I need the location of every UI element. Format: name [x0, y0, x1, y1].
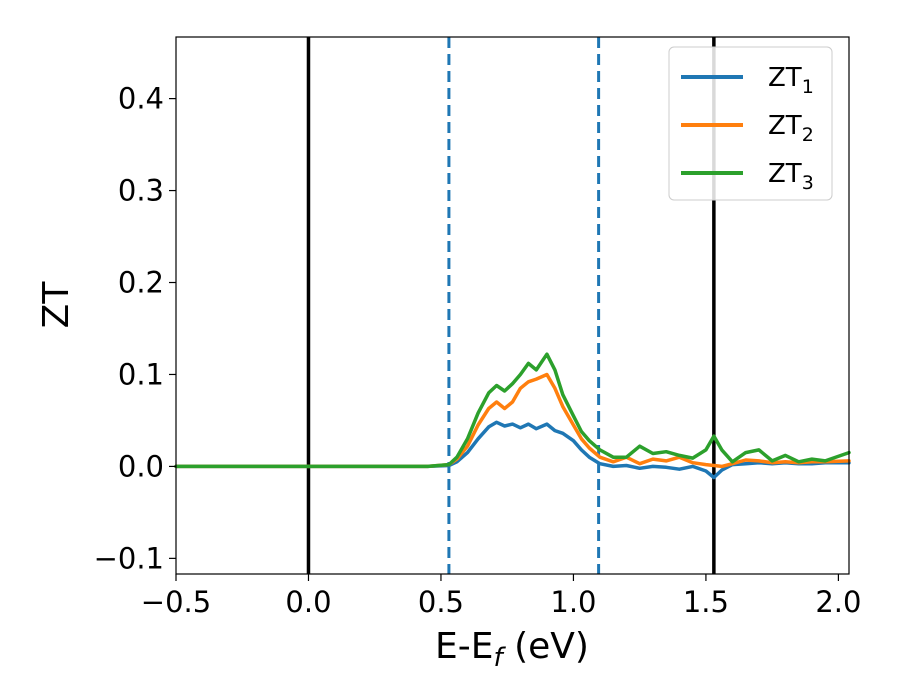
- reference-lines: [306, 37, 716, 574]
- y-tick-label: 0.3: [118, 174, 164, 208]
- y-tick-label: 0.1: [118, 357, 164, 391]
- series-line-zt1: [174, 420, 851, 480]
- y-tick-label: −0.1: [94, 541, 164, 575]
- y-tick-label: 0.4: [118, 82, 164, 116]
- y-tick-label: 0.2: [118, 266, 164, 300]
- x-tick-label: 0.5: [418, 585, 464, 619]
- x-axis-label: E-Ef (eV): [435, 626, 589, 673]
- y-axis-label: ZT: [36, 281, 77, 329]
- series-line-zt2: [174, 372, 851, 469]
- x-axis: −0.5 0.0 0.5 1.0 1.5 2.0: [141, 574, 861, 619]
- x-tick-label: 0.0: [285, 585, 331, 619]
- series-layer: [174, 352, 851, 480]
- x-tick-label: 2.0: [815, 585, 861, 619]
- x-tick-label: 1.0: [550, 585, 596, 619]
- legend-box: [668, 46, 833, 201]
- legend-label-zt3: ZT3: [768, 159, 814, 194]
- series-line-zt3: [174, 352, 851, 469]
- y-tick-label: 0.0: [118, 449, 164, 483]
- x-tick-label: −0.5: [141, 585, 211, 619]
- x-tick-label: 1.5: [683, 585, 729, 619]
- plot-frame: [175, 36, 850, 575]
- legend-label-zt2: ZT2: [768, 111, 814, 146]
- legend-label-zt1: ZT1: [768, 63, 814, 98]
- legend: ZT1 ZT2 ZT3: [668, 46, 833, 201]
- y-axis: −0.1 0.0 0.1 0.2 0.3 0.4: [94, 82, 176, 575]
